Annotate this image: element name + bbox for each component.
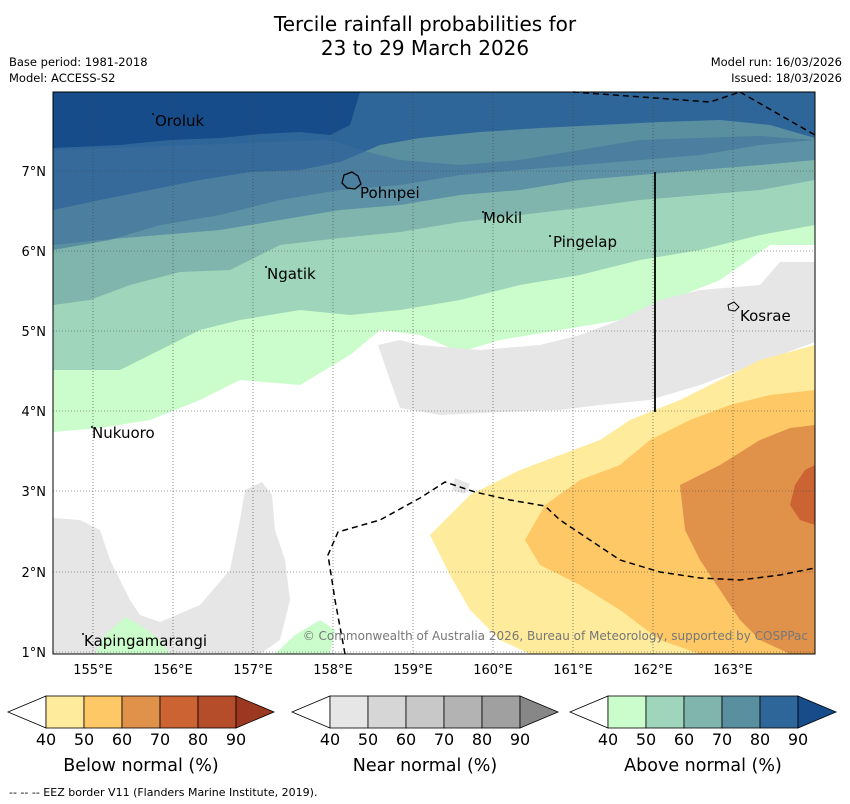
lat-tick: 7°N [22,165,47,180]
above-colorbar-swatch [721,695,761,729]
above-colorbar-swatch [683,695,723,729]
probability-map: Oroluk Pohnpei Mokil Pingelap Ngatik Kos… [22,91,816,678]
place-kosrae: Kosrae [740,307,791,325]
below-colorbar-tick: 90 [226,730,246,749]
model-run: Model run: 16/03/2026 [710,55,842,69]
map-title: Tercile rainfall probabilities for 23 to… [0,12,850,60]
lat-tick: 2°N [22,566,47,581]
above-colorbar-title: Above normal (%) [624,756,782,776]
near-colorbar-high-arrow [519,695,560,729]
above-colorbar-low-arrow [568,695,609,729]
lat-tick: 4°N [22,405,47,420]
place-mokil: Mokil [483,209,522,227]
below-colorbar: 40 50 60 70 80 90 Below normal (%) [6,695,276,776]
near-colorbar-tick: 80 [472,730,492,749]
place-kapingamarangi: Kapingamarangi [84,632,207,650]
above-50-south-patch-2 [275,620,335,654]
lon-tick: 158°E [313,663,353,678]
lat-tick: 1°N [22,646,47,661]
lon-tick: 160°E [473,663,513,678]
eez-border [327,91,816,655]
above-colorbar-swatch [607,695,647,729]
lon-tick: 156°E [153,663,193,678]
near-colorbar-low-arrow [290,695,331,729]
near-colorbar-tick: 40 [320,730,340,749]
above-colorbar-swatch [645,695,685,729]
near-colorbar-swatch [481,695,521,729]
lon-tick: 159°E [393,663,433,678]
below-80-band [790,465,815,525]
place-pohnpei: Pohnpei [360,184,420,202]
lon-tick: 163°E [713,663,753,678]
lon-tick: 161°E [553,663,593,678]
near-50-small [452,478,470,494]
meta-left: Base period: 1981-2018 Model: ACCESS-S2 [9,54,148,86]
near-colorbar-title: Near normal (%) [353,756,498,776]
lat-tick: 6°N [22,245,47,260]
map-field [53,92,815,654]
below-colorbar-swatch [83,695,123,729]
colorbar-legend: 40 50 60 70 80 90 Below normal (%) 40 50 60 70 80 90… [6,695,838,776]
near-colorbar-tick: 60 [396,730,416,749]
above-colorbar-tick: 40 [598,730,618,749]
above-colorbar-tick: 80 [750,730,770,749]
above-top-band [53,92,360,148]
copyright-text: © Commonwealth of Australia 2026, Bureau… [303,629,808,643]
above-colorbar-tick: 70 [712,730,732,749]
near-colorbar: 40 50 60 70 80 90 Near normal (%) [290,695,560,776]
below-colorbar-tick: 80 [188,730,208,749]
title-line-1: Tercile rainfall probabilities for [273,12,577,36]
lon-tick: 162°E [633,663,673,678]
pohnpei-outline [341,171,362,190]
lon-tick: 157°E [233,663,273,678]
graticule [53,92,815,654]
meta-right: Model run: 16/03/2026 Issued: 18/03/2026 [711,54,842,86]
near-50-southwest [53,482,290,654]
model-name: Model: ACCESS-S2 [9,71,116,85]
lat-tick: 3°N [22,485,47,500]
above-colorbar-tick: 90 [788,730,808,749]
below-colorbar-swatch [121,695,161,729]
lon-tick: 155°E [73,663,113,678]
above-colorbar-tick: 60 [674,730,694,749]
place-ngatik: Ngatik [267,265,316,283]
map-frame [52,91,816,655]
above-50-south-patch [95,617,170,654]
above-colorbar-tick: 50 [636,730,656,749]
below-colorbar-swatch [159,695,199,729]
below-colorbar-tick: 50 [74,730,94,749]
issued-date: Issued: 18/03/2026 [731,71,842,85]
title-line-2: 23 to 29 March 2026 [320,36,530,60]
above-colorbar: 40 50 60 70 80 90 Above normal (%) [568,695,838,776]
below-70-band [680,425,815,654]
near-50-east [378,262,815,415]
island-dots [82,113,551,635]
below-colorbar-swatch [45,695,85,729]
lat-tick: 5°N [22,325,47,340]
place-nukuoro: Nukuoro [92,424,155,442]
eez-footnote: -- -- -- EEZ border V11 (Flanders Marine… [9,786,318,799]
above-colorbar-high-arrow [797,695,838,729]
near-colorbar-swatch [329,695,369,729]
below-colorbar-high-arrow [235,695,276,729]
above-colorbar-swatch [759,695,799,729]
base-period: Base period: 1981-2018 [9,55,148,69]
near-colorbar-tick: 50 [358,730,378,749]
near-colorbar-tick: 70 [434,730,454,749]
place-oroluk: Oroluk [155,112,204,130]
below-colorbar-title: Below normal (%) [63,756,218,776]
kosrae-outline [727,301,740,312]
below-colorbar-tick: 70 [150,730,170,749]
place-pingelap: Pingelap [553,233,617,251]
below-colorbar-tick: 40 [36,730,56,749]
below-colorbar-swatch [197,695,237,729]
near-colorbar-swatch [367,695,407,729]
near-colorbar-swatch [405,695,445,729]
below-colorbar-tick: 60 [112,730,132,749]
above-strip-band [53,136,815,245]
near-colorbar-swatch [443,695,483,729]
below-colorbar-low-arrow [6,695,47,729]
near-colorbar-tick: 90 [510,730,530,749]
